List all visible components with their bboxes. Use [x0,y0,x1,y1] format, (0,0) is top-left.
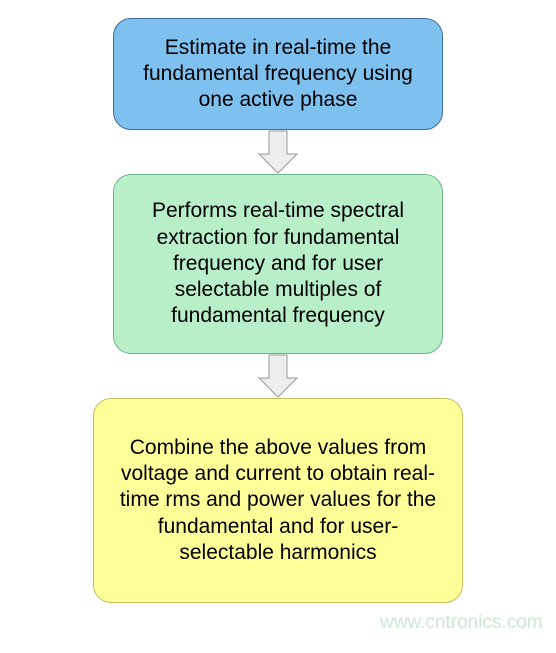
flowchart-node-text: Estimate in real-time the fundamental fr… [138,35,418,114]
flowchart-arrow [257,354,299,398]
flowchart-node-text: Combine the above values from voltage an… [118,435,438,566]
watermark-text: www.cntronics.com [380,612,543,634]
flowchart-node: Estimate in real-time the fundamental fr… [113,18,443,130]
flowchart-node: Performs real-time spectral extraction f… [113,174,443,354]
flowchart-node-text: Performs real-time spectral extraction f… [138,198,418,329]
flowchart-node: Combine the above values from voltage an… [93,398,463,603]
flowchart-container: Estimate in real-time the fundamental fr… [0,0,556,603]
flowchart-arrow [257,130,299,174]
